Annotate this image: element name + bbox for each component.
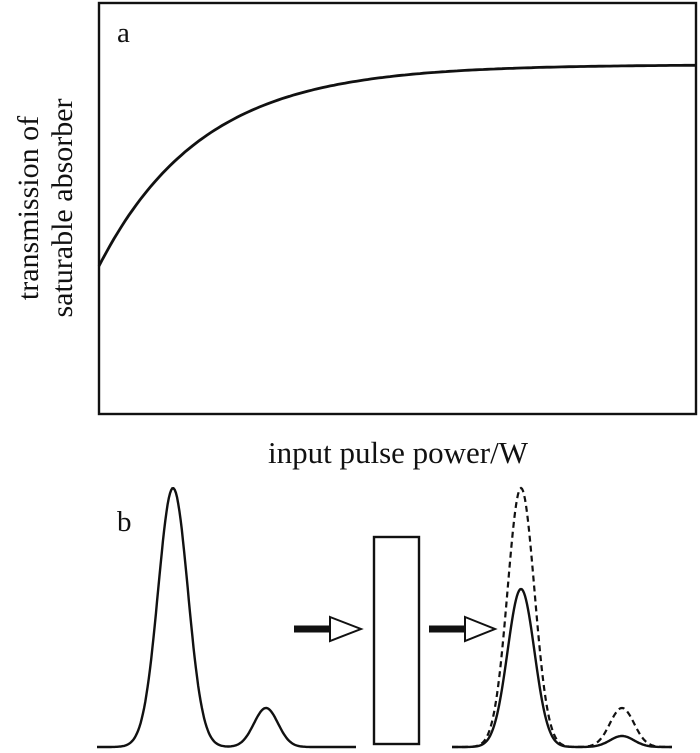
y-axis-label-line1: transmission of (12, 116, 45, 300)
input-arrow-head-icon (329, 615, 364, 643)
x-axis-label: input pulse power/W (268, 435, 529, 470)
input-arrow (294, 615, 364, 643)
panel-b: b (97, 486, 672, 749)
panel-a-label: a (117, 17, 130, 49)
panel-a: a transmission of saturable absorber inp… (12, 1, 698, 470)
y-axis-label: transmission of saturable absorber (12, 98, 79, 317)
reference-pulse-dashed-curve (452, 486, 672, 749)
plot-frame (97, 1, 698, 416)
output-arrow (429, 615, 498, 643)
saturable-absorber-block (372, 535, 421, 746)
y-axis-label-line2: saturable absorber (46, 98, 79, 317)
transmission-curve (97, 63, 696, 267)
input-pulse-curve (97, 486, 356, 749)
output-pulse-curve (452, 587, 672, 749)
output-arrow-head-icon (464, 615, 498, 643)
panel-b-label: b (117, 506, 132, 538)
